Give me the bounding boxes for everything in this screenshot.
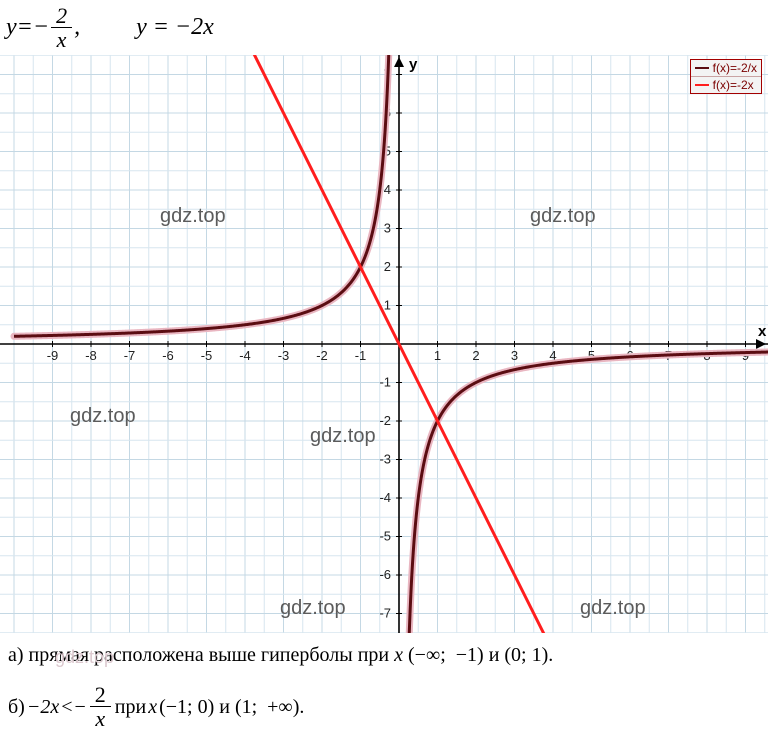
chart-area: -9-8-7-6-5-4-3-2-1123456789-7-6-5-4-3-2-…	[0, 55, 768, 633]
answer-b-den: x	[90, 707, 110, 730]
svg-text:3: 3	[511, 348, 518, 363]
answer-b-mid: при	[115, 691, 146, 723]
svg-text:1: 1	[434, 348, 441, 363]
answer-a: а) прямая расположена выше гиперболы при…	[0, 633, 768, 677]
svg-text:4: 4	[384, 182, 391, 197]
svg-text:-2: -2	[379, 413, 391, 428]
answer-a-intervals: (−∞; −1) и (0; 1).	[403, 644, 553, 666]
eq1-neg: −	[33, 14, 49, 41]
svg-text:-5: -5	[379, 529, 391, 544]
svg-text:y: y	[409, 56, 418, 73]
svg-text:1: 1	[384, 298, 391, 313]
svg-text:3: 3	[384, 221, 391, 236]
legend-item-hyperbola: f(x)=-2/x	[691, 60, 761, 77]
svg-text:-6: -6	[162, 348, 174, 363]
watermark: gdz.top	[55, 643, 114, 672]
eq1-numerator: 2	[51, 4, 72, 28]
svg-text:-3: -3	[379, 452, 391, 467]
legend-label-1: f(x)=-2x	[713, 78, 754, 92]
equation-1: y = − 2 x ,	[6, 4, 80, 51]
svg-text:-1: -1	[355, 348, 367, 363]
legend-swatch-0	[695, 67, 709, 70]
svg-text:-9: -9	[47, 348, 59, 363]
chart-svg: -9-8-7-6-5-4-3-2-1123456789-7-6-5-4-3-2-…	[0, 55, 768, 633]
svg-text:-3: -3	[278, 348, 290, 363]
eq1-equals: =	[17, 14, 33, 41]
answer-b-num: 2	[90, 683, 111, 707]
legend-item-line: f(x)=-2x	[691, 77, 761, 93]
legend-swatch-1	[695, 84, 709, 87]
equation-2: y = −2x	[136, 14, 214, 41]
answer-b-fraction: 2 x	[90, 683, 111, 730]
svg-text:-5: -5	[201, 348, 213, 363]
answer-b-neg: −	[75, 691, 86, 723]
answer-b-var: x	[148, 691, 157, 723]
svg-text:-7: -7	[379, 606, 391, 621]
svg-text:-8: -8	[85, 348, 97, 363]
svg-text:-7: -7	[124, 348, 136, 363]
answer-b-intervals: (−1; 0) и (1; +∞).	[159, 691, 304, 723]
eq1-comma: ,	[74, 14, 80, 41]
answer-b-lhs: −2x	[27, 691, 59, 723]
eq1-fraction: 2 x	[51, 4, 72, 51]
svg-text:x: x	[758, 323, 767, 340]
answer-b-lt: <	[61, 691, 72, 723]
answer-a-var: x	[394, 644, 403, 666]
svg-text:-1: -1	[379, 375, 391, 390]
svg-text:-4: -4	[379, 490, 391, 505]
svg-text:2: 2	[472, 348, 479, 363]
legend-label-0: f(x)=-2/x	[713, 61, 757, 75]
answer-b: б) −2x < − 2 x при x (−1; 0) и (1; +∞).	[0, 677, 768, 736]
svg-text:-4: -4	[239, 348, 251, 363]
svg-text:-2: -2	[316, 348, 328, 363]
legend: f(x)=-2/x f(x)=-2x	[690, 59, 762, 94]
svg-text:-6: -6	[379, 567, 391, 582]
svg-text:2: 2	[384, 259, 391, 274]
eq1-lhs: y	[6, 14, 17, 41]
equations-row: y = − 2 x , y = −2x	[0, 0, 768, 55]
eq1-denominator: x	[52, 28, 72, 51]
answer-b-prefix: б)	[8, 691, 25, 723]
